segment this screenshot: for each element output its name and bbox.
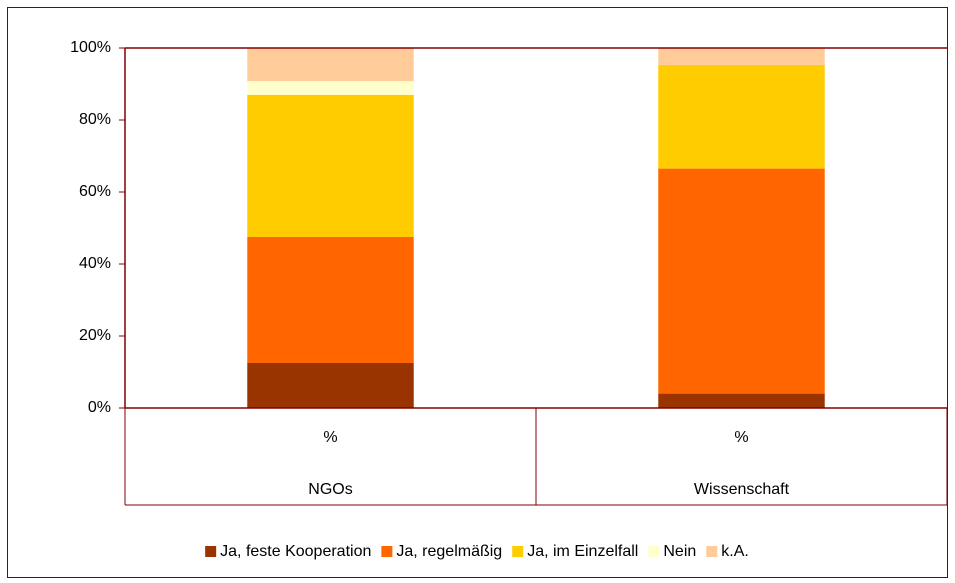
legend-label: Nein bbox=[663, 543, 696, 560]
legend-item: k.A. bbox=[706, 543, 749, 560]
legend-item: Ja, regelmäßig bbox=[381, 543, 502, 560]
legend-label: k.A. bbox=[721, 543, 749, 560]
x-tick-label: % bbox=[323, 429, 337, 446]
legend-swatch bbox=[706, 546, 718, 557]
y-tick-label: 60% bbox=[79, 183, 111, 200]
bar-segment bbox=[658, 64, 825, 169]
bar-segment bbox=[247, 237, 414, 363]
legend-label: Ja, regelmäßig bbox=[396, 543, 502, 560]
x-tick-label: % bbox=[734, 429, 748, 446]
legend-swatch bbox=[512, 546, 524, 557]
y-tick-label: 40% bbox=[79, 255, 111, 272]
bar-segment bbox=[247, 48, 414, 82]
bar-segment bbox=[658, 393, 825, 408]
legend-item: Nein bbox=[648, 543, 696, 560]
legend-label: Ja, im Einzelfall bbox=[527, 543, 638, 560]
legend-item: Ja, im Einzelfall bbox=[512, 543, 638, 560]
x-group-label: NGOs bbox=[308, 481, 352, 498]
bar-segment bbox=[247, 94, 414, 237]
bar-segment bbox=[247, 81, 414, 95]
bar-segment bbox=[658, 48, 825, 65]
legend-item: Ja, feste Kooperation bbox=[205, 543, 371, 560]
bar-segment bbox=[247, 363, 414, 408]
y-tick-label: 0% bbox=[88, 399, 111, 416]
legend-swatch bbox=[205, 546, 217, 557]
y-tick-label: 100% bbox=[70, 39, 111, 56]
y-tick-label: 80% bbox=[79, 111, 111, 128]
legend-label: Ja, feste Kooperation bbox=[220, 543, 371, 560]
bar-segment bbox=[658, 168, 825, 394]
legend-swatch bbox=[381, 546, 393, 557]
legend-swatch bbox=[648, 546, 660, 557]
y-tick-label: 20% bbox=[79, 327, 111, 344]
x-group-label: Wissenschaft bbox=[694, 481, 790, 498]
